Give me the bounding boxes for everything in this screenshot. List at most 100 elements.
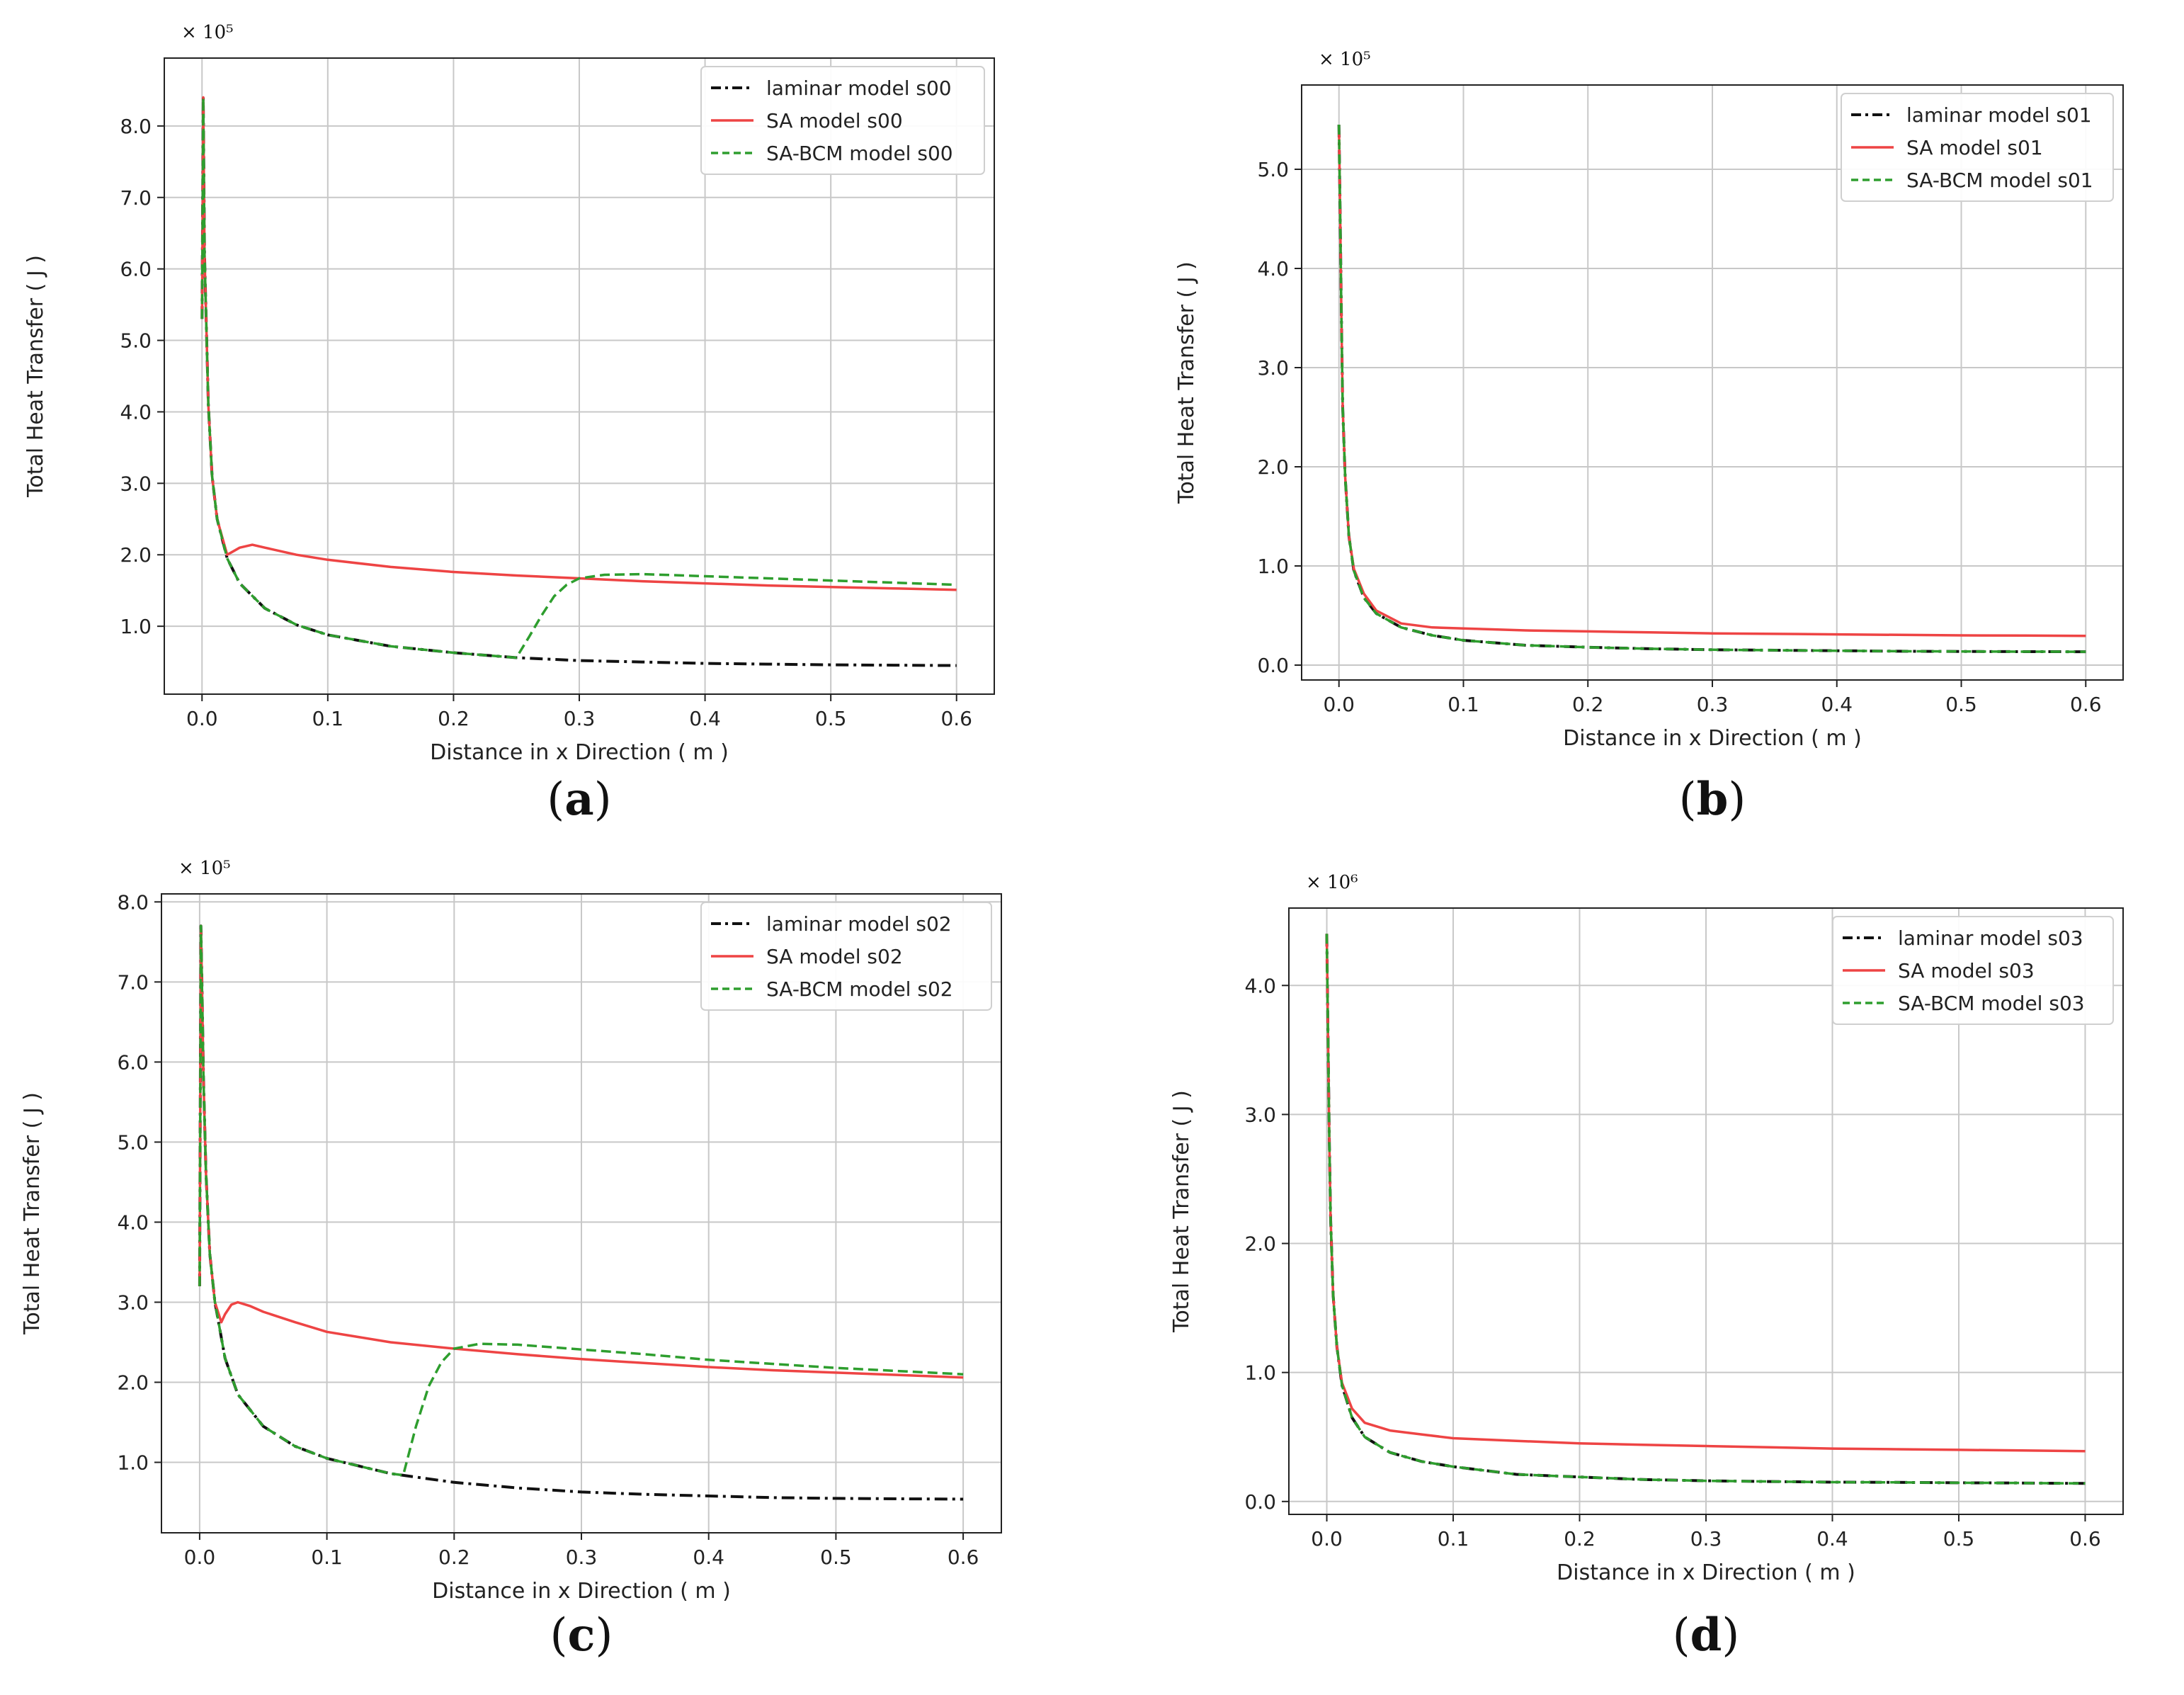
y-tick-label: 2.0 bbox=[117, 1371, 149, 1394]
y-tick-label: 1.0 bbox=[117, 1451, 149, 1475]
series-line-sa bbox=[1325, 934, 2086, 1453]
y-tick-label: 4.0 bbox=[117, 1211, 149, 1234]
legend-label: laminar model s02 bbox=[766, 912, 952, 936]
caption-letter: a bbox=[564, 773, 593, 826]
caption-paren-close: ) bbox=[1728, 773, 1746, 826]
x-tick-label: 0.3 bbox=[1697, 693, 1729, 716]
series-group bbox=[198, 924, 964, 1501]
legend-label: laminar model s00 bbox=[766, 76, 952, 100]
x-tick-label: 0.6 bbox=[2069, 1527, 2101, 1551]
panel-caption: (a) bbox=[547, 773, 611, 826]
x-tick-label: 0.1 bbox=[311, 1546, 343, 1569]
caption-paren-open: ( bbox=[550, 1609, 568, 1662]
caption-letter: b bbox=[1697, 773, 1729, 826]
y-tick-label: 2.0 bbox=[120, 543, 152, 567]
x-tick-label: 0.3 bbox=[564, 707, 596, 730]
x-tick-label: 0.4 bbox=[693, 1546, 724, 1569]
x-tick-label: 0.6 bbox=[940, 707, 972, 730]
legend-label: laminar model s03 bbox=[1898, 926, 2083, 950]
x-tick-label: 0.0 bbox=[184, 1546, 216, 1569]
legend-box bbox=[1841, 93, 2114, 202]
caption-paren-open: ( bbox=[547, 773, 564, 826]
y-tick-label: 3.0 bbox=[117, 1291, 149, 1314]
legend-box bbox=[700, 902, 992, 1011]
y-axis-label: Total Heat Transfer ( J ) bbox=[1169, 1090, 1194, 1333]
legend-box bbox=[700, 66, 985, 175]
x-tick-label: 0.0 bbox=[1323, 693, 1355, 716]
legend-label: SA model s00 bbox=[766, 109, 903, 132]
y-tick-label: 3.0 bbox=[1257, 356, 1289, 380]
legend-label: SA model s03 bbox=[1898, 959, 2035, 982]
x-tick-label: 0.1 bbox=[312, 707, 344, 730]
y-axis-label: Total Heat Transfer ( J ) bbox=[23, 255, 48, 498]
series-line-sa bbox=[198, 924, 964, 1379]
x-tick-label: 0.5 bbox=[1945, 693, 1977, 716]
legend-label: SA-BCM model s03 bbox=[1898, 992, 2085, 1015]
series-group bbox=[200, 96, 957, 667]
chart-panel-d: 0.0 0.1 0.2 0.3 0.4 0.5 0.6 0.0 1.0 2.0 3.0 4.0 × 10… bbox=[1169, 872, 2124, 1662]
panel-caption: (c) bbox=[550, 1609, 613, 1662]
series-line-sa-bcm bbox=[1337, 124, 2086, 653]
x-tick-label: 0.6 bbox=[2070, 693, 2102, 716]
panel-caption: (d) bbox=[1673, 1609, 1740, 1662]
chart-panel-a: 0.0 0.1 0.2 0.3 0.4 0.5 0.6 1.0 2.0 3.0 4.0 5.0 6.0 7… bbox=[23, 22, 995, 826]
caption-paren-close: ) bbox=[595, 1609, 613, 1662]
series-line-sa-bcm bbox=[1325, 934, 2086, 1485]
axis-offset-label: × 10⁵ bbox=[181, 22, 234, 43]
legend: laminar model s03 SA model s03 SA-BCM mode… bbox=[1832, 916, 2114, 1025]
legend-box bbox=[1832, 916, 2114, 1025]
x-tick-label: 0.4 bbox=[1821, 693, 1853, 716]
legend: laminar model s01 SA model s01 SA-BCM mode… bbox=[1841, 93, 2114, 202]
y-tick-label: 0.0 bbox=[1257, 654, 1289, 677]
x-tick-label: 0.2 bbox=[438, 707, 470, 730]
y-tick-label: 4.0 bbox=[120, 400, 152, 424]
y-tick-label: 3.0 bbox=[120, 472, 152, 495]
x-tick-label: 0.0 bbox=[186, 707, 218, 730]
caption-letter: c bbox=[568, 1609, 596, 1662]
caption-letter: d bbox=[1690, 1609, 1722, 1662]
panel-caption: (b) bbox=[1679, 773, 1746, 826]
axis-offset-label: × 10⁵ bbox=[178, 858, 231, 879]
y-tick-label: 7.0 bbox=[120, 186, 152, 210]
caption-paren-close: ) bbox=[594, 773, 612, 826]
x-tick-label: 0.1 bbox=[1448, 693, 1479, 716]
x-tick-label: 0.1 bbox=[1438, 1527, 1469, 1551]
y-tick-label: 4.0 bbox=[1244, 974, 1276, 997]
y-tick-label: 6.0 bbox=[120, 258, 152, 281]
y-tick-label: 1.0 bbox=[120, 615, 152, 638]
legend: laminar model s00 SA model s00 SA-BCM mode… bbox=[700, 66, 985, 175]
y-tick-label: 4.0 bbox=[1257, 257, 1289, 280]
x-tick-label: 0.5 bbox=[815, 707, 847, 730]
caption-paren-open: ( bbox=[1679, 773, 1697, 826]
legend: laminar model s02 SA model s02 SA-BCM mode… bbox=[700, 902, 992, 1011]
legend-label: SA-BCM model s01 bbox=[1906, 169, 2093, 192]
chart-panel-b: 0.0 0.1 0.2 0.3 0.4 0.5 0.6 0.0 1.0 2.0 3.0 4.0 5.0 ×… bbox=[1174, 49, 2124, 826]
legend-label: SA-BCM model s00 bbox=[766, 142, 953, 165]
y-tick-label: 5.0 bbox=[117, 1130, 149, 1154]
legend-label: laminar model s01 bbox=[1906, 103, 2092, 127]
y-tick-label: 0.0 bbox=[1244, 1490, 1276, 1514]
x-tick-label: 0.6 bbox=[948, 1546, 979, 1569]
y-tick-label: 3.0 bbox=[1244, 1103, 1276, 1126]
x-tick-label: 0.3 bbox=[566, 1546, 598, 1569]
x-tick-label: 0.4 bbox=[689, 707, 721, 730]
x-tick-label: 0.0 bbox=[1311, 1527, 1343, 1551]
x-tick-label: 0.2 bbox=[438, 1546, 470, 1569]
x-tick-label: 0.4 bbox=[1816, 1527, 1848, 1551]
y-tick-label: 2.0 bbox=[1257, 455, 1289, 479]
caption-paren-open: ( bbox=[1673, 1609, 1690, 1662]
axis-offset-label: × 10⁵ bbox=[1319, 49, 1371, 70]
x-axis-label: Distance in x Direction ( m ) bbox=[1563, 726, 1862, 751]
x-tick-label: 0.2 bbox=[1564, 1527, 1596, 1551]
series-group bbox=[1325, 934, 2086, 1485]
series-group bbox=[1337, 124, 2086, 654]
y-axis-label: Total Heat Transfer ( J ) bbox=[20, 1092, 45, 1335]
axis-offset-label: × 10⁶ bbox=[1306, 872, 1358, 893]
y-tick-label: 7.0 bbox=[117, 970, 149, 994]
x-axis-label: Distance in x Direction ( m ) bbox=[432, 1579, 731, 1604]
y-tick-label: 8.0 bbox=[120, 115, 152, 138]
y-tick-label: 8.0 bbox=[117, 890, 149, 914]
series-line-sa-bcm bbox=[200, 96, 957, 659]
x-tick-label: 0.3 bbox=[1690, 1527, 1722, 1551]
